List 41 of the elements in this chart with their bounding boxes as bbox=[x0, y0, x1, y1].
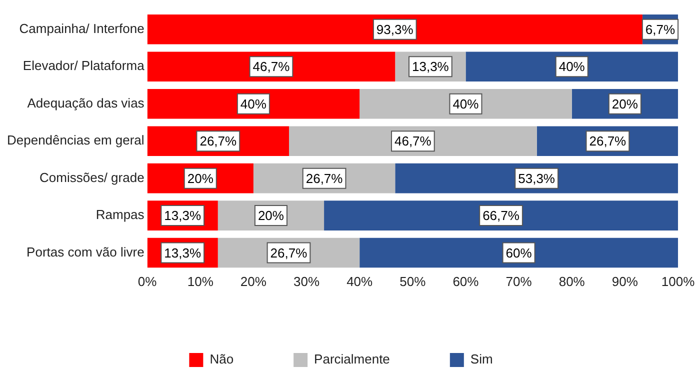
data-label: 13,3% bbox=[412, 59, 450, 74]
x-tick-label: 20% bbox=[240, 274, 267, 289]
data-label: 20% bbox=[187, 170, 214, 186]
data-label: 20% bbox=[612, 96, 638, 112]
y-tick-label: Comissões/ grade bbox=[40, 170, 144, 185]
data-label: 26,7% bbox=[306, 170, 344, 186]
data-label: 13,3% bbox=[164, 208, 202, 224]
y-tick-label: Campainha/ Interfone bbox=[19, 20, 144, 36]
x-tick-label: 50% bbox=[400, 274, 426, 289]
x-tick-label: 90% bbox=[612, 274, 638, 289]
data-label: 20% bbox=[258, 208, 284, 224]
y-tick-label: Elevador/ Plataforma bbox=[22, 58, 146, 74]
legend-label: Sim bbox=[470, 352, 493, 367]
data-label: 26,7% bbox=[200, 134, 238, 149]
data-label: 53,3% bbox=[518, 170, 556, 186]
data-label: 93,3% bbox=[376, 22, 414, 37]
data-label: 40% bbox=[240, 96, 267, 112]
x-tick-label: 100% bbox=[661, 274, 696, 289]
y-tick-label: Adequação das vias bbox=[27, 95, 145, 110]
data-label: 26,7% bbox=[270, 245, 308, 260]
data-label: 26,7% bbox=[589, 134, 627, 149]
data-label: 6,7% bbox=[645, 22, 676, 37]
y-tick-label: Dependências em geral bbox=[6, 132, 144, 148]
data-label: 46,7% bbox=[252, 59, 290, 74]
y-tick-label: Portas com vão livre bbox=[26, 244, 144, 260]
x-tick-label: 60% bbox=[452, 274, 480, 289]
data-label: 66,7% bbox=[482, 208, 520, 224]
x-tick-label: 10% bbox=[187, 274, 214, 289]
y-tick-label: Rampas bbox=[96, 207, 145, 222]
x-tick-label: 80% bbox=[558, 274, 586, 289]
data-label: 60% bbox=[506, 245, 532, 260]
legend-label: Não bbox=[210, 352, 234, 367]
legend-label: Parcialmente bbox=[314, 352, 390, 367]
x-tick-label: 40% bbox=[346, 274, 374, 289]
data-label: 46,7% bbox=[394, 134, 432, 149]
data-label: 13,3% bbox=[164, 245, 202, 260]
x-tick-label: 0% bbox=[138, 274, 158, 289]
x-tick-label: 70% bbox=[506, 274, 532, 289]
data-label: 40% bbox=[558, 59, 586, 74]
x-tick-label: 30% bbox=[294, 274, 320, 289]
data-label: 40% bbox=[452, 96, 480, 112]
